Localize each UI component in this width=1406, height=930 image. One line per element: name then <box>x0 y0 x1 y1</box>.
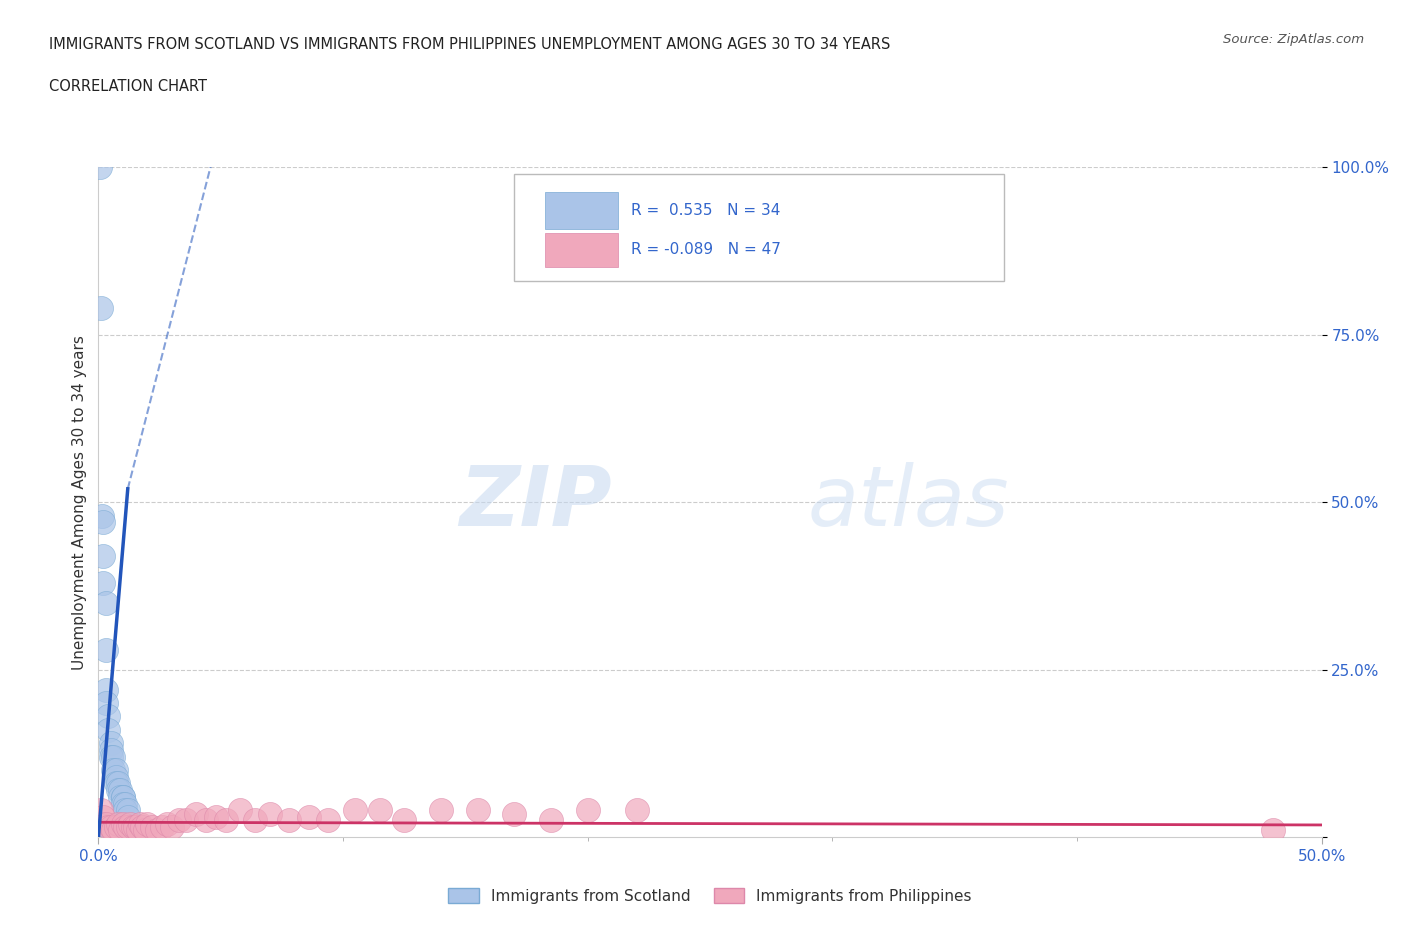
Text: Source: ZipAtlas.com: Source: ZipAtlas.com <box>1223 33 1364 46</box>
Point <box>110 790 132 804</box>
Point <box>91 817 114 831</box>
Point <box>94 696 117 711</box>
Point <box>146 823 169 838</box>
Point <box>214 813 236 828</box>
Point <box>150 819 173 834</box>
Point <box>229 803 252 817</box>
Point <box>127 823 149 838</box>
Point <box>107 776 129 790</box>
Point <box>117 809 139 824</box>
Point <box>94 683 117 698</box>
FancyBboxPatch shape <box>546 233 619 267</box>
Point <box>111 790 134 804</box>
Point <box>131 819 153 834</box>
Point <box>467 803 489 817</box>
Point <box>503 806 526 821</box>
Point <box>117 819 139 834</box>
Point <box>114 796 136 811</box>
Point <box>136 817 159 831</box>
Point <box>124 819 146 834</box>
Point <box>392 813 416 828</box>
FancyBboxPatch shape <box>546 193 619 229</box>
Point <box>205 809 228 824</box>
Point <box>94 642 117 657</box>
Point <box>94 817 117 831</box>
Point <box>97 723 120 737</box>
Point <box>318 813 340 828</box>
Point <box>259 806 281 821</box>
Point <box>110 783 132 798</box>
Point <box>129 817 152 831</box>
Point <box>107 817 129 831</box>
Point <box>90 817 112 831</box>
Point <box>89 160 111 175</box>
Text: CORRELATION CHART: CORRELATION CHART <box>49 79 207 94</box>
Point <box>167 813 190 828</box>
Point <box>101 823 124 838</box>
Point <box>91 809 114 824</box>
Point <box>101 750 124 764</box>
Point <box>243 813 266 828</box>
Point <box>160 819 183 834</box>
Point <box>141 819 163 834</box>
Text: ZIP: ZIP <box>460 461 612 543</box>
Point <box>91 575 114 590</box>
Point <box>134 823 156 838</box>
Point <box>90 803 112 817</box>
Point <box>117 803 139 817</box>
Point <box>111 796 134 811</box>
Point <box>100 819 122 834</box>
Point <box>89 817 111 831</box>
Point <box>91 515 114 530</box>
Point <box>111 817 134 831</box>
Point <box>100 750 122 764</box>
Point <box>101 763 124 777</box>
Point <box>97 709 120 724</box>
Point <box>368 803 391 817</box>
Point <box>278 813 301 828</box>
Point <box>107 783 129 798</box>
Point <box>626 803 648 817</box>
Point <box>576 803 599 817</box>
Y-axis label: Unemployment Among Ages 30 to 34 years: Unemployment Among Ages 30 to 34 years <box>72 335 87 670</box>
Point <box>344 803 367 817</box>
Point <box>94 595 117 610</box>
Point <box>100 742 122 757</box>
Point <box>104 769 127 784</box>
Text: R = -0.089   N = 47: R = -0.089 N = 47 <box>630 242 780 257</box>
Point <box>1261 823 1284 838</box>
FancyBboxPatch shape <box>515 174 1004 281</box>
Point <box>430 803 453 817</box>
Point <box>110 823 132 838</box>
Point <box>298 809 321 824</box>
Point <box>91 508 114 523</box>
Text: IMMIGRANTS FROM SCOTLAND VS IMMIGRANTS FROM PHILIPPINES UNEMPLOYMENT AMONG AGES : IMMIGRANTS FROM SCOTLAND VS IMMIGRANTS F… <box>49 37 890 52</box>
Point <box>104 819 127 834</box>
Point <box>90 300 112 315</box>
Point <box>156 817 179 831</box>
Point <box>540 813 562 828</box>
Point <box>97 819 120 834</box>
Point <box>121 819 143 834</box>
Legend: Immigrants from Scotland, Immigrants from Philippines: Immigrants from Scotland, Immigrants fro… <box>441 882 979 910</box>
Point <box>114 819 136 834</box>
Point <box>91 549 114 564</box>
Point <box>186 806 208 821</box>
Point <box>195 813 218 828</box>
Point <box>100 736 122 751</box>
Point <box>120 817 142 831</box>
Text: atlas: atlas <box>808 461 1010 543</box>
Point <box>111 790 134 804</box>
Point <box>114 803 136 817</box>
Point <box>104 776 127 790</box>
Point <box>176 813 198 828</box>
Point <box>104 763 127 777</box>
Text: R =  0.535   N = 34: R = 0.535 N = 34 <box>630 204 780 219</box>
